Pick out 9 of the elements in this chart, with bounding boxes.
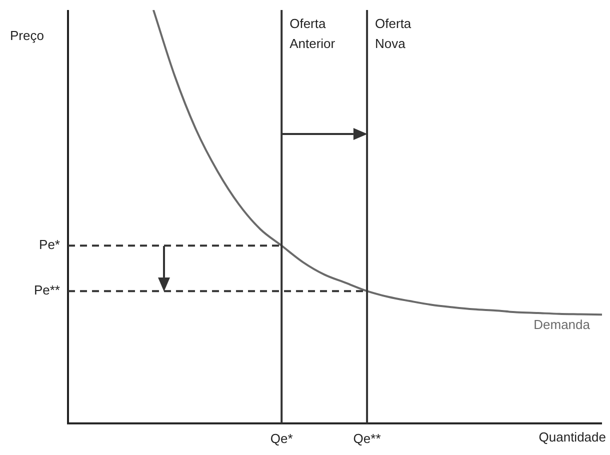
series-label: Demanda [534,316,591,332]
ref-line-label: Pe** [34,282,60,298]
x-tick-label: Qe* [270,430,293,446]
y-axis-title: Preço [10,28,44,44]
ref-line-label: Pe* [39,237,60,252]
ref-line-label: Oferta Nova [375,16,412,52]
ref-line-label: Oferta Anterior [290,16,336,52]
x-tick-label: Qe** [353,430,381,446]
x-axis-title: Quantidade [538,429,606,444]
